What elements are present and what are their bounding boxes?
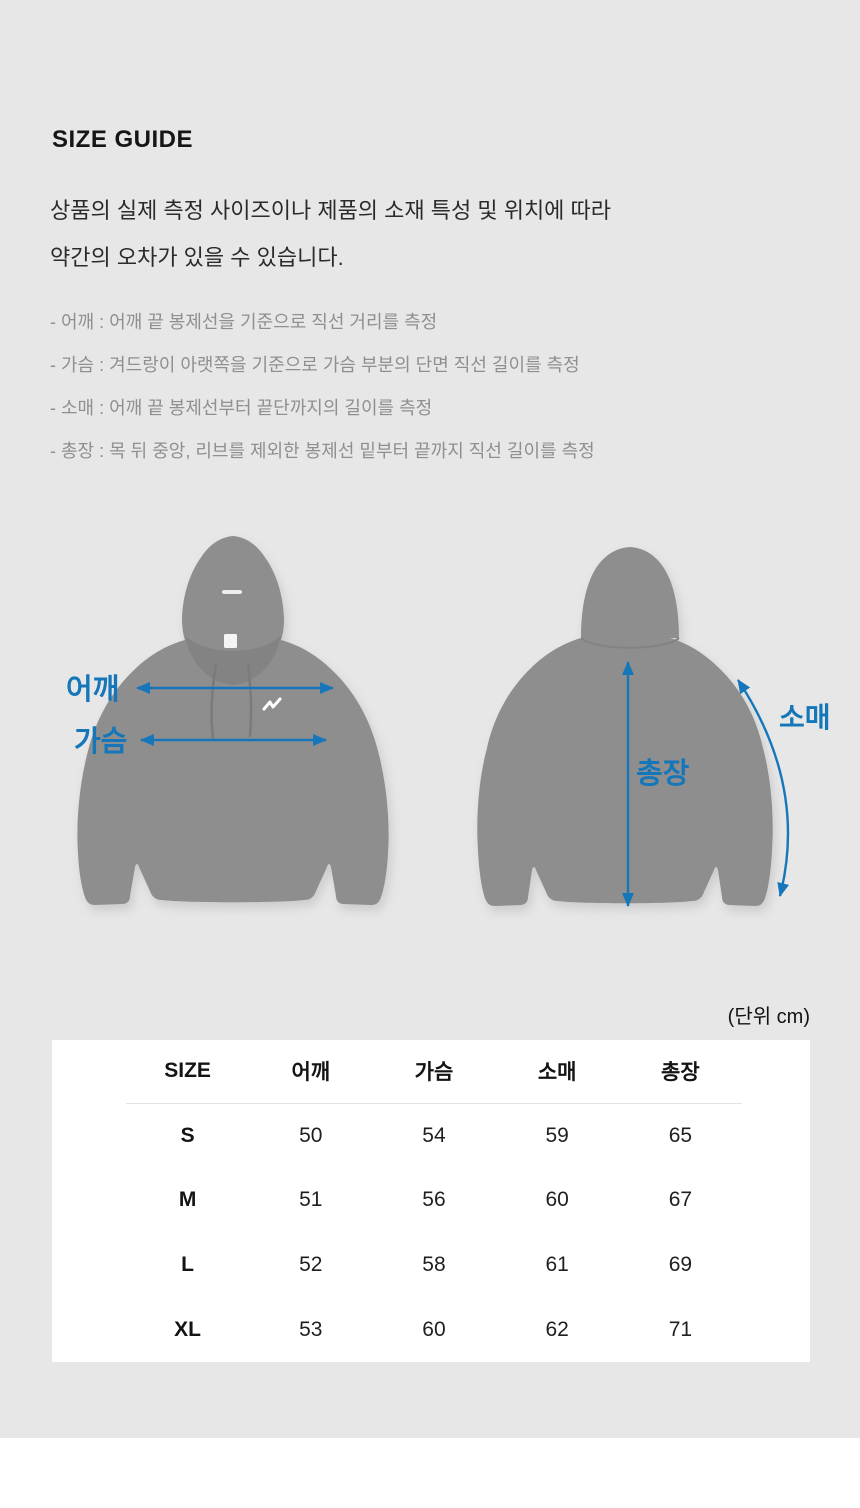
value-cell: 51 [299,1188,323,1212]
table-row: XL 53 60 62 71 [126,1297,742,1362]
column-header-chest: 가슴 [372,1040,496,1104]
intro-line-2: 약간의 오차가 있을 수 있습니다. [50,245,344,270]
hood-seam-line [580,637,680,649]
measurement-diagram: 어깨 가슴 총장 소매 [0,520,860,940]
table-header-row: SIZE 어깨 가슴 소매 총장 [126,1040,742,1104]
column-header-shoulder: 어깨 [249,1040,373,1104]
value-cell: 54 [422,1123,446,1147]
unit-note: (단위 cm) [727,1006,810,1028]
hood-opening-shade [185,636,281,685]
drawstring-left [210,662,218,740]
value-cell: 61 [545,1252,569,1276]
size-table-container: SIZE 어깨 가슴 소매 총장 S 50 54 59 65 M 51 [52,1040,810,1362]
measurement-notes: - 어깨 : 어깨 끝 봉제선을 기준으로 직선 거리를 측정 - 가슴 : 겨… [50,301,595,473]
hood-label [222,590,242,594]
value-cell: 53 [299,1317,323,1341]
value-cell: 52 [299,1252,323,1276]
shoulder-dimension-label: 어깨 [66,674,120,706]
note-chest: - 가슴 : 겨드랑이 아랫쪽을 기준으로 가슴 부분의 단면 직선 길이를 측… [50,355,580,375]
note-shoulder: - 어깨 : 어깨 끝 봉제선을 기준으로 직선 거리를 측정 [50,312,438,332]
size-cell: L [181,1252,194,1276]
column-header-sleeve: 소매 [495,1040,619,1104]
note-sleeve: - 소매 : 어깨 끝 봉제선부터 끝단까지의 길이를 측정 [50,398,433,418]
table-row: M 51 56 60 67 [126,1168,742,1233]
column-header-length: 총장 [618,1040,742,1104]
value-cell: 60 [422,1317,446,1341]
intro-line-1: 상품의 실제 측정 사이즈이나 제품의 소재 특성 및 위치에 따라 [50,198,612,223]
table-row: S 50 54 59 65 [126,1103,742,1168]
table-row: L 52 58 61 69 [126,1233,742,1298]
column-header-size: SIZE [126,1040,250,1104]
value-cell: 59 [545,1123,569,1147]
size-cell: XL [174,1317,202,1341]
value-cell: 69 [668,1252,693,1276]
value-cell: 56 [422,1188,446,1212]
value-cell: 67 [668,1188,693,1212]
value-cell: 50 [299,1123,323,1147]
size-cell: M [178,1188,197,1212]
drawstring-right [246,662,253,738]
size-cell: S [180,1123,195,1147]
note-length: - 총장 : 목 뒤 중앙, 리브를 제외한 봉제선 밑부터 끝까지 직선 길이… [50,441,595,461]
hoodie-back-illustration [477,547,773,906]
chest-dimension-label: 가슴 [74,726,128,758]
value-cell: 60 [545,1188,569,1212]
value-cell: 65 [668,1123,693,1147]
value-cell: 62 [545,1317,569,1341]
value-cell: 71 [668,1317,693,1341]
size-table: SIZE 어깨 가슴 소매 총장 S 50 54 59 65 M 51 [126,1040,742,1362]
inner-neck-tag [224,634,237,648]
sleeve-dimension-label: 소매 [779,702,831,733]
hoodie-front-illustration [77,536,389,905]
page-title: SIZE GUIDE [52,126,194,153]
chest-bird-logo [262,697,282,711]
value-cell: 58 [422,1252,446,1276]
length-dimension-label: 총장 [636,758,690,790]
